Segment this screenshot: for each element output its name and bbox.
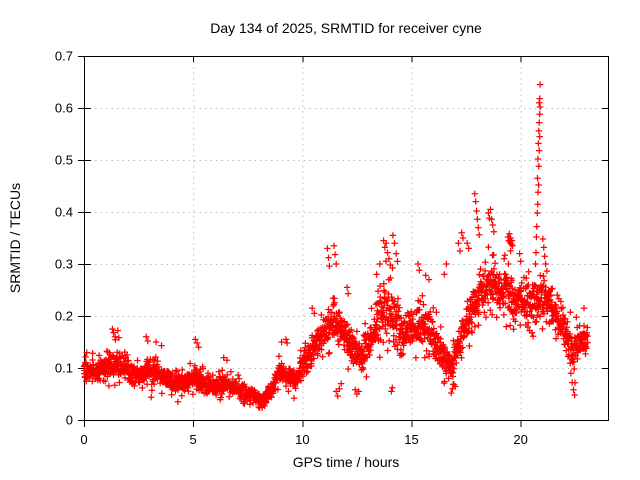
svg-text:0.4: 0.4: [55, 205, 73, 220]
y-tick-labels: 0 0.1 0.2 0.3 0.4 0.5 0.6 0.7: [55, 49, 73, 428]
x-tick-labels: 0 5 10 15 20: [80, 432, 528, 447]
svg-text:15: 15: [404, 432, 418, 447]
svg-text:0.5: 0.5: [55, 153, 73, 168]
svg-text:0.2: 0.2: [55, 309, 73, 324]
x-axis-label: GPS time / hours: [292, 454, 400, 470]
svg-text:10: 10: [295, 432, 309, 447]
svg-text:0.1: 0.1: [55, 361, 73, 376]
chart-title: Day 134 of 2025, SRMTID for receiver cyn…: [210, 20, 482, 36]
svg-text:20: 20: [513, 432, 527, 447]
axis-ticks: [78, 56, 608, 427]
svg-text:0.3: 0.3: [55, 257, 73, 272]
plot-border: [84, 56, 609, 421]
svg-text:5: 5: [190, 432, 197, 447]
svg-text:0.7: 0.7: [55, 49, 73, 64]
data-points-srmtid: [80, 81, 591, 411]
svg-text:0.6: 0.6: [55, 101, 73, 116]
grid-lines: [84, 56, 608, 421]
svg-text:0: 0: [80, 432, 87, 447]
svg-text:0: 0: [66, 413, 73, 428]
y-axis-label: SRMTID / TECUs: [7, 182, 23, 294]
